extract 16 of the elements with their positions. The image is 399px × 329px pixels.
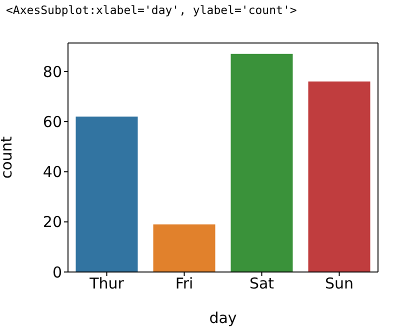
y-tick-label: 40 xyxy=(42,163,62,182)
x-tick-label: Sat xyxy=(249,274,274,293)
x-tick-label: Sun xyxy=(324,274,354,293)
y-axis-title: count xyxy=(0,136,16,179)
y-tick-label: 60 xyxy=(42,112,62,131)
bar xyxy=(153,224,216,272)
x-tick-label: Thur xyxy=(88,274,125,293)
y-tick-label: 0 xyxy=(52,263,62,282)
y-tick-label: 80 xyxy=(42,62,62,81)
bar xyxy=(76,116,138,272)
x-axis-title: day xyxy=(209,309,237,327)
x-tick-label: Fri xyxy=(175,274,194,293)
bar xyxy=(308,81,370,272)
text: <AxesSubplot:xlabel='day', ylabel='count'> xyxy=(6,3,297,17)
bar xyxy=(230,54,293,272)
y-tick-label: 20 xyxy=(42,213,62,232)
